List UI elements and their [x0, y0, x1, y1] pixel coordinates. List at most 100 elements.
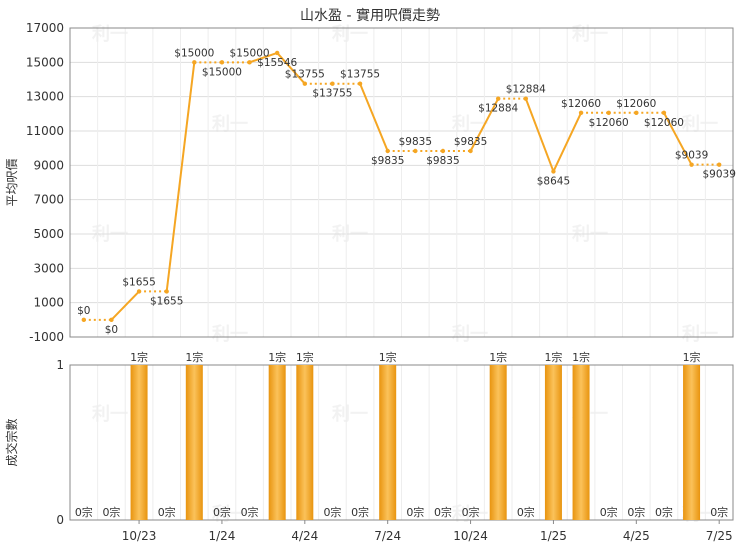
bar-label: 0宗: [710, 505, 728, 519]
data-label: $15000: [174, 47, 214, 59]
data-label: $12060: [561, 98, 601, 110]
data-point: [440, 148, 446, 154]
data-label: $12884: [478, 103, 518, 115]
data-point: [81, 317, 87, 323]
y-axis-label: 成交宗數: [4, 418, 19, 466]
watermark-text: 利一: [332, 23, 368, 45]
bar-label: 0宗: [241, 505, 259, 519]
data-label: $12884: [506, 84, 546, 96]
watermark-text: 利一: [682, 113, 718, 135]
watermark-text: 利一: [332, 403, 368, 425]
watermark-text: 利一: [212, 113, 248, 135]
data-point: [578, 110, 584, 116]
volume-bar: [572, 365, 590, 520]
bar-label: 0宗: [102, 505, 120, 519]
x-tick-label: 10/24: [453, 529, 488, 543]
bar-label: 0宗: [351, 505, 369, 519]
data-label: $0: [105, 324, 118, 336]
data-label: $0: [77, 305, 90, 317]
data-point: [716, 162, 722, 167]
bar-label: 0宗: [655, 505, 673, 519]
data-point: [247, 60, 252, 65]
bar-label: 0宗: [406, 505, 424, 519]
data-point: [136, 289, 142, 294]
x-tick-label: 4/25: [623, 529, 650, 543]
data-point: [523, 96, 529, 101]
x-tick-label: 1/24: [208, 529, 235, 543]
plot-frame: [69, 27, 734, 338]
data-label: $9039: [702, 169, 735, 181]
bar-label: 0宗: [600, 505, 618, 519]
series-line-segment: [249, 52, 278, 64]
bar-label: 1宗: [379, 350, 397, 364]
watermark-text: 利一: [452, 113, 488, 135]
data-label: $9835: [399, 136, 432, 148]
data-label: $12060: [616, 98, 656, 110]
bar-label: 1宗: [683, 350, 701, 364]
bar-label: 0宗: [158, 505, 176, 519]
data-point: [164, 289, 169, 294]
series-line-segment: [663, 112, 693, 166]
data-point: [661, 110, 667, 116]
data-label: $1655: [122, 276, 155, 288]
series-line-segment: [552, 112, 582, 172]
volume-panel: 0 1 成交宗數 0宗 0宗 1宗 0宗 1宗 0宗 0宗 1宗 1宗 0宗 0宗 1宗 0宗 0宗 0宗 1宗 0宗…: [4, 350, 734, 543]
data-label: $13755: [340, 69, 380, 81]
bar-label: 0宗: [627, 505, 645, 519]
price-panel: -1000 1000 3000 5000 7000 9000 11000 13000 15000…: [5, 21, 736, 344]
volume-bar: [268, 365, 286, 520]
x-tick-label: 1/25: [540, 529, 567, 543]
data-label: $9835: [426, 155, 459, 167]
bar-label: 1宗: [130, 350, 148, 364]
series-line-segment: [165, 62, 196, 292]
bar-label: 1宗: [572, 350, 590, 364]
watermark-text: 利一: [682, 323, 718, 345]
bar-label: 0宗: [462, 505, 480, 519]
data-label: $13755: [312, 88, 352, 100]
y-tick-label: 11000: [26, 124, 64, 138]
watermark-text: 利一: [92, 403, 128, 425]
watermark-text: 利一: [452, 323, 488, 345]
volume-bar: [683, 365, 701, 520]
y-axis-label: 平均呎價: [5, 158, 19, 206]
y-tick-label: 17000: [26, 21, 64, 35]
data-point: [606, 110, 611, 116]
data-point: [468, 148, 473, 154]
watermark-text: 利一: [572, 23, 608, 45]
bar-label: 1宗: [268, 350, 286, 364]
y-tick-label: 0: [56, 513, 64, 527]
bar-label: 1宗: [489, 350, 507, 364]
chart-title: 山水盈 - 實用呎價走勢: [300, 7, 440, 24]
series-line-segment: [469, 98, 500, 152]
volume-bar: [296, 365, 314, 520]
bar-label: 0宗: [434, 505, 452, 519]
data-label: $8645: [537, 175, 570, 187]
data-point: [495, 96, 501, 101]
series-line-segment: [359, 83, 389, 152]
volume-bar: [185, 365, 203, 520]
bar-label: 0宗: [75, 505, 93, 519]
x-tick-label: 4/24: [291, 529, 318, 543]
data-label: $9835: [454, 136, 487, 148]
y-tick-label: 5000: [33, 227, 64, 241]
data-point: [192, 60, 197, 65]
y-tick-label: 7000: [33, 193, 64, 207]
volume-bar: [130, 365, 148, 520]
data-label: $15000: [202, 66, 242, 78]
series-line-segment: [276, 52, 306, 85]
data-point: [330, 81, 335, 86]
plot-frame: [69, 364, 734, 521]
y-tick-label: 3000: [33, 261, 64, 275]
data-label: $9835: [371, 155, 404, 167]
y-tick-label: 15000: [26, 55, 64, 69]
bar-label: 0宗: [213, 505, 231, 519]
y-tick-label: -1000: [29, 330, 64, 344]
bar-label: 0宗: [517, 505, 535, 519]
data-label: $13755: [285, 69, 325, 81]
data-label: $12060: [644, 117, 684, 129]
x-tick-label: 7/25: [706, 529, 733, 543]
series-line-segment: [524, 98, 555, 172]
data-label: $15000: [230, 47, 270, 59]
